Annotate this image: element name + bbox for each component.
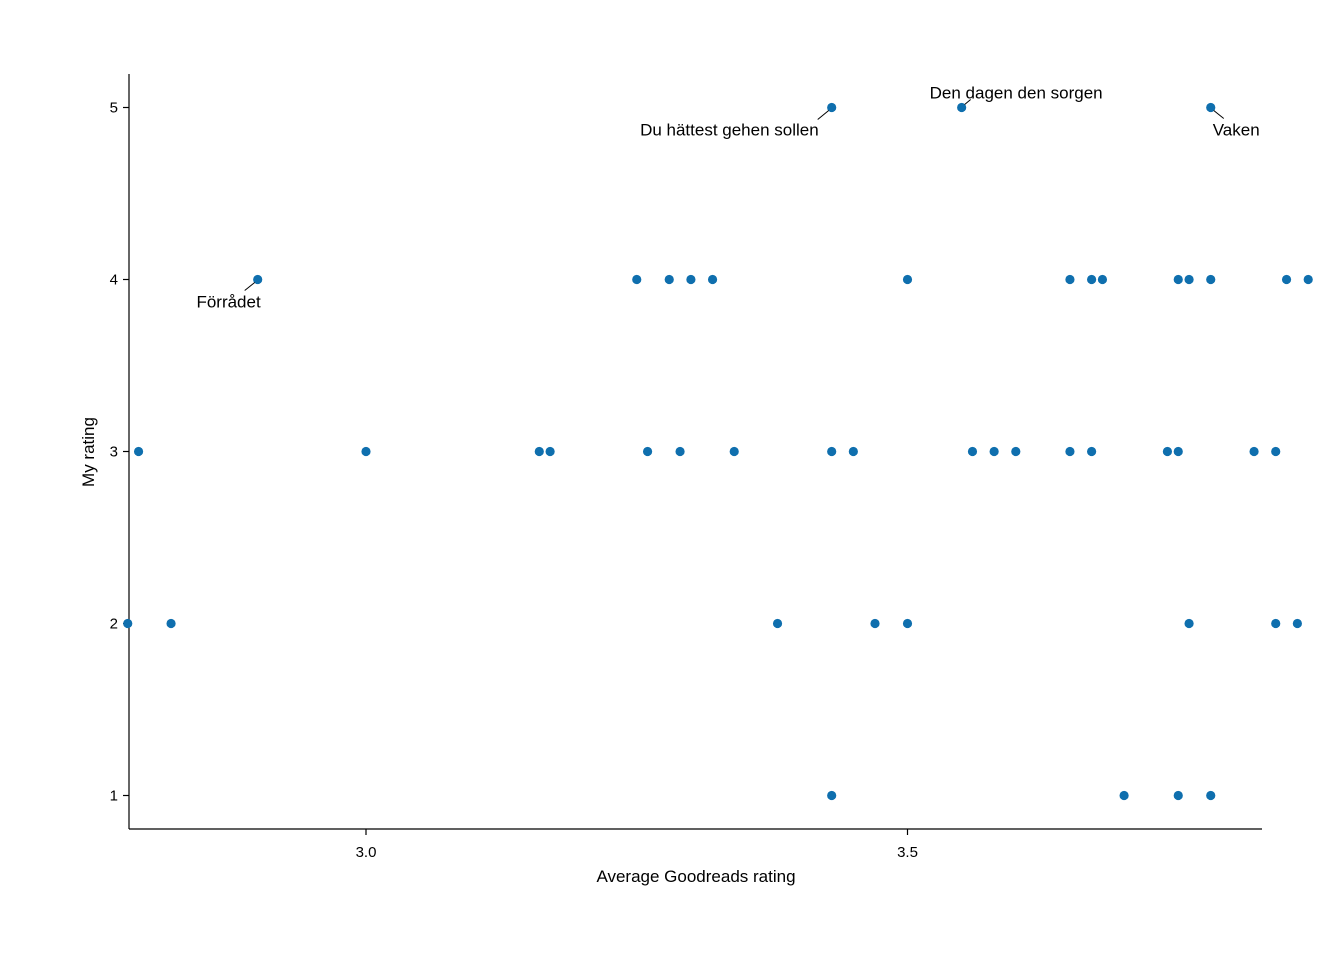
data-point (1087, 446, 1097, 457)
y-tick-label: 3 (110, 444, 118, 461)
annotations: Du hättest gehen sollen Den dagen den sor… (196, 84, 1260, 312)
data-point (827, 790, 837, 801)
data-point (253, 274, 263, 285)
data-point (1011, 446, 1021, 457)
data-point (1173, 274, 1183, 285)
data-point (1303, 274, 1313, 285)
data-point (827, 102, 837, 113)
data-point (1206, 790, 1216, 801)
data-point (967, 446, 978, 457)
data-point (989, 446, 999, 457)
annotation-leader (244, 282, 256, 291)
data-point (902, 618, 913, 629)
data-point (1087, 274, 1097, 285)
data-point (675, 446, 685, 457)
x-tick-label: 3.0 (356, 844, 377, 861)
data-point (1173, 446, 1183, 457)
annotation-leader (817, 110, 830, 120)
data-point (870, 618, 880, 629)
data-points (123, 102, 1313, 801)
data-point (1162, 446, 1173, 457)
data-point (1281, 274, 1292, 285)
data-point (1184, 618, 1194, 629)
data-point (1206, 274, 1216, 285)
data-point (902, 274, 913, 285)
data-point (1271, 618, 1281, 629)
annotation-label: Vaken (1213, 121, 1260, 140)
data-point (686, 274, 696, 285)
data-point (1065, 274, 1075, 285)
data-point (957, 102, 967, 113)
data-point (827, 446, 837, 457)
data-point (166, 618, 176, 629)
data-point (1065, 446, 1075, 457)
data-point (1184, 274, 1194, 285)
x-tick-label: 3.5 (897, 844, 918, 861)
data-point (123, 618, 133, 629)
data-point (1292, 618, 1302, 629)
data-point (1173, 790, 1183, 801)
annotation-leader (964, 99, 971, 105)
data-point (729, 446, 739, 457)
annotation-label: Förrådet (196, 293, 261, 312)
data-point (545, 446, 555, 457)
annotation-label: Den dagen den sorgen (930, 84, 1103, 103)
data-point (1097, 274, 1108, 285)
data-point (534, 446, 544, 457)
data-point (632, 274, 642, 285)
y-tick-label: 2 (110, 616, 118, 633)
data-point (772, 618, 783, 629)
data-point (133, 446, 144, 457)
data-point (848, 446, 858, 457)
data-point (1119, 790, 1129, 801)
x-ticks: 3.03.54.04.5 (356, 829, 918, 861)
data-point (642, 446, 653, 457)
y-ticks: 1 2 3 4 5 (110, 100, 129, 805)
x-axis-label: Average Goodreads rating (596, 867, 795, 886)
annotation-label: Du hättest gehen sollen (640, 121, 819, 140)
y-tick-label: 1 (110, 788, 118, 805)
data-point (1249, 446, 1259, 457)
data-point (361, 446, 371, 457)
data-point (1271, 446, 1281, 457)
data-point (707, 274, 718, 285)
data-point (1206, 102, 1216, 113)
annotation-leader (1213, 110, 1225, 119)
data-point (664, 274, 674, 285)
y-tick-label: 4 (110, 272, 118, 289)
y-axis-label: My rating (79, 417, 98, 487)
y-tick-label: 5 (110, 100, 118, 117)
